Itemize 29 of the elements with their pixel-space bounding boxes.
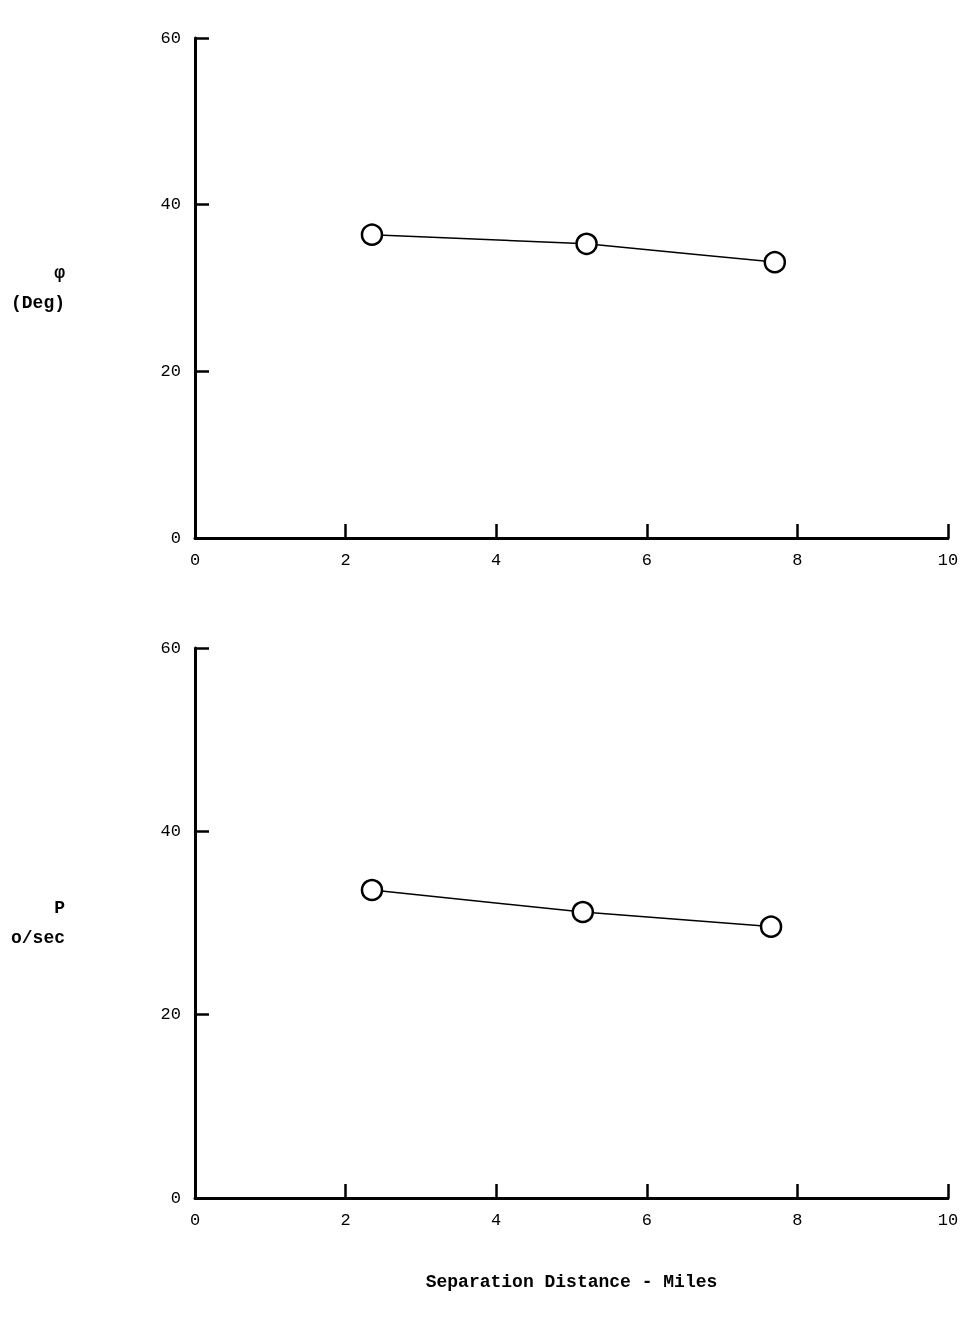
point (360, 878, 384, 902)
x-tick-label: 8 (792, 1211, 803, 1230)
point (571, 900, 595, 924)
y-tick-label: 60 (160, 638, 182, 658)
y-tick-label: 40 (160, 821, 182, 841)
x-tick-label: 0 (189, 1211, 201, 1230)
x-tick-label: 8 (792, 551, 803, 570)
y-tick-label: 0 (170, 1188, 182, 1208)
point (759, 915, 783, 938)
x-tick-label: 4 (491, 1211, 502, 1230)
y-axis-title: φ (Deg) (10, 263, 66, 313)
point (575, 232, 598, 256)
x-tick-label: 2 (340, 551, 351, 570)
x-tick-label: 2 (340, 1211, 351, 1230)
x-tick-label: 6 (641, 551, 652, 570)
y-axis-title: P o/sec (10, 898, 66, 948)
point (360, 223, 384, 246)
y-tick-label: 40 (160, 195, 182, 215)
x-tick-label: 10 (937, 1211, 959, 1230)
y-tick-label: 20 (160, 361, 182, 381)
point (763, 250, 787, 274)
x-tick-label: 0 (189, 551, 201, 570)
x-axis-title: Separation Distance - Miles (425, 1272, 718, 1292)
x-tick-label: 4 (491, 551, 502, 570)
y-tick-label: 20 (160, 1005, 182, 1025)
x-tick-label: 6 (641, 1211, 652, 1230)
x-tick-label: 10 (937, 551, 959, 570)
y-tick-label: 0 (170, 528, 182, 548)
y-tick-label: 60 (160, 28, 182, 48)
